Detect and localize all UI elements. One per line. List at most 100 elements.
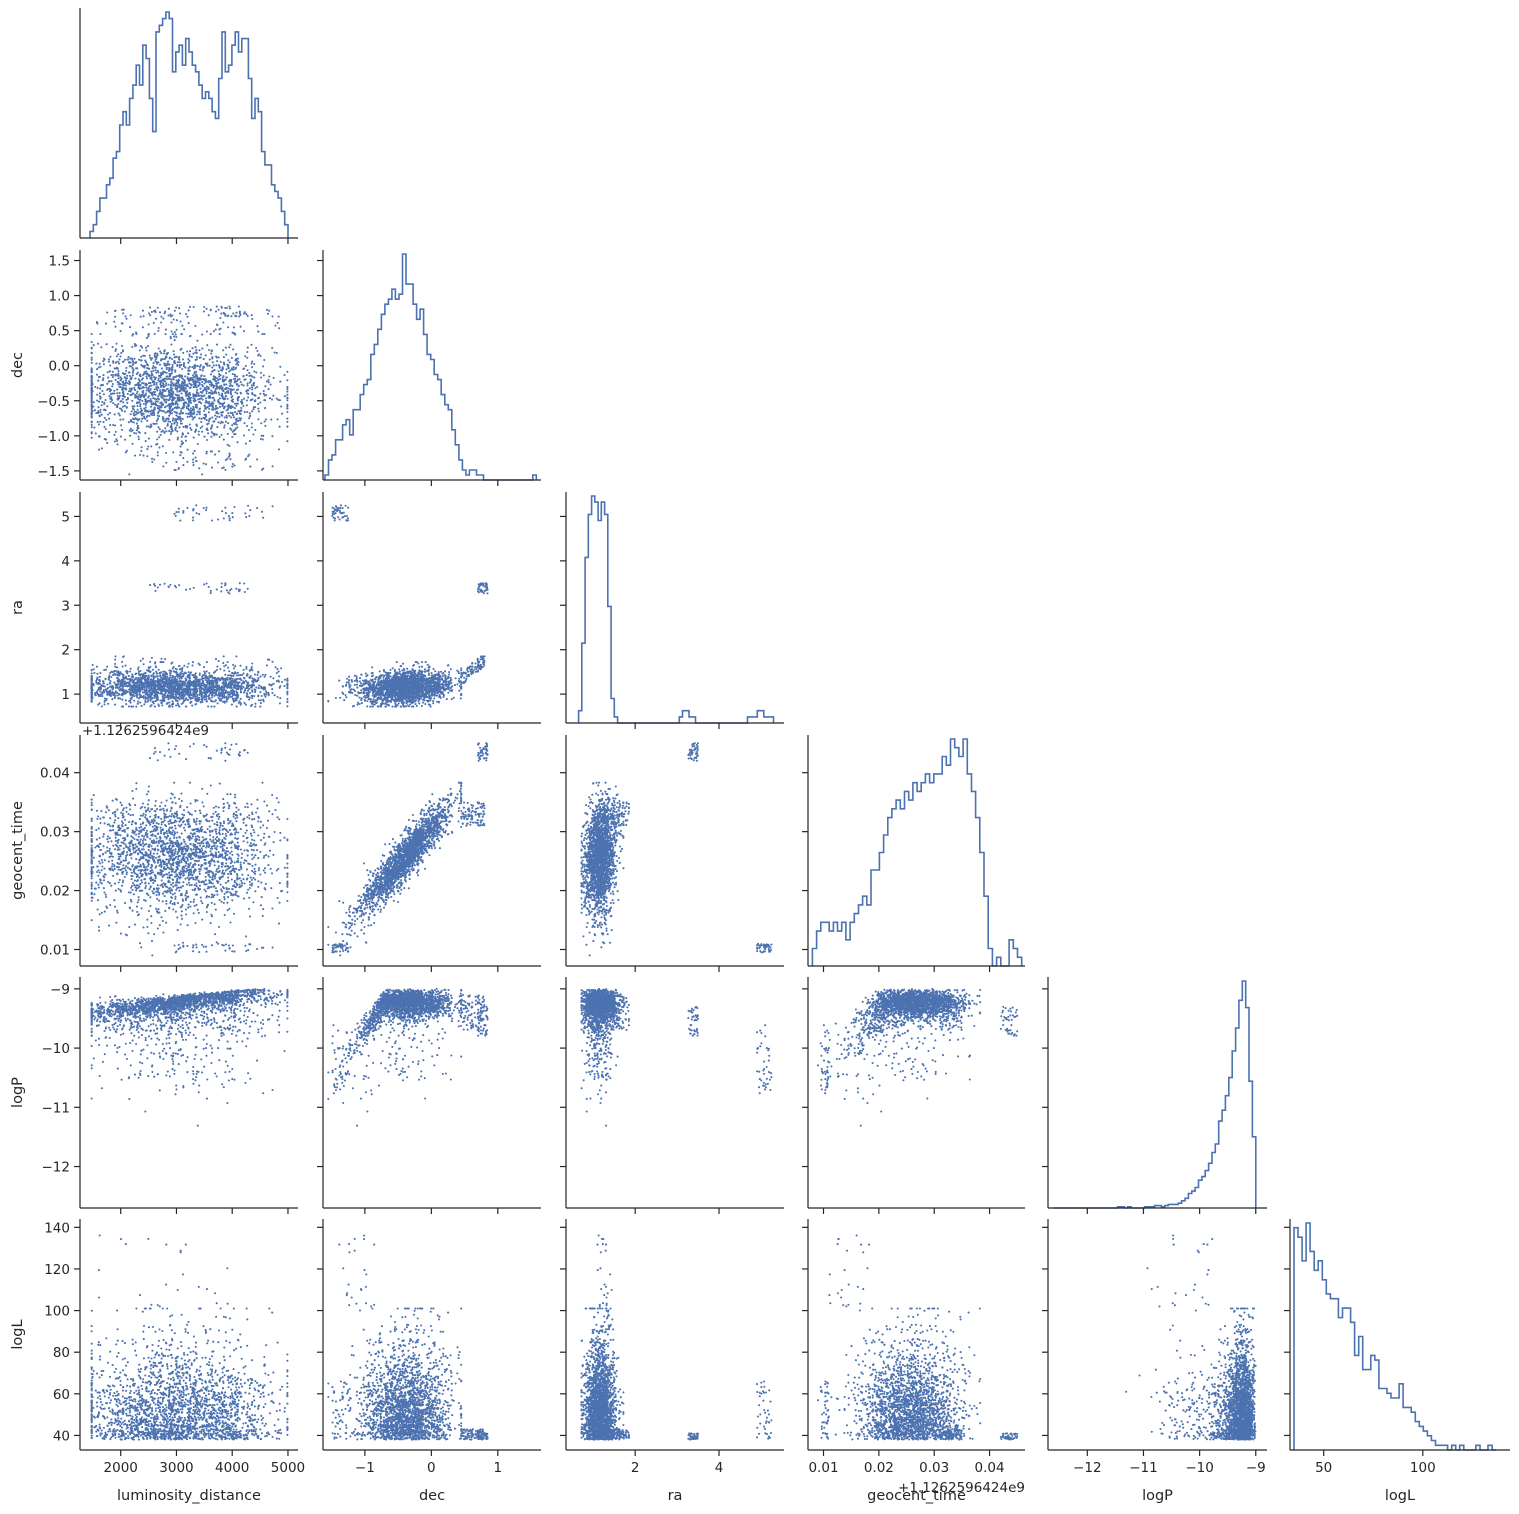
scatter-point <box>217 702 219 704</box>
scatter-point <box>216 360 218 362</box>
scatter-point <box>263 333 265 335</box>
scatter-point <box>156 355 158 357</box>
scatter-point <box>211 519 213 521</box>
scatter-point <box>166 686 168 688</box>
scatter-point <box>133 432 135 434</box>
scatter-point <box>258 687 260 689</box>
scatter-point <box>226 684 228 686</box>
scatter-point <box>192 519 194 521</box>
scatter-point <box>169 392 171 394</box>
scatter-point <box>220 313 222 315</box>
scatter-point <box>114 655 116 657</box>
scatter-point <box>105 669 107 671</box>
scatter-point <box>171 401 173 403</box>
scatter-point <box>108 380 110 382</box>
scatter-point <box>132 370 134 372</box>
scatter-point <box>132 364 134 366</box>
scatter-point <box>140 359 142 361</box>
scatter-point <box>196 512 198 514</box>
scatter-point <box>196 407 198 409</box>
scatter-point <box>182 512 184 514</box>
scatter-point <box>128 383 130 385</box>
scatter-point <box>168 399 170 401</box>
scatter-point <box>176 329 178 331</box>
scatter-point <box>150 384 152 386</box>
scatter-point <box>261 469 263 471</box>
scatter-point <box>175 515 177 517</box>
scatter-point <box>233 465 235 467</box>
scatter-point <box>186 461 188 463</box>
scatter-point <box>192 353 194 355</box>
scatter-point <box>131 688 133 690</box>
scatter-point <box>145 693 147 695</box>
scatter-point <box>131 410 133 412</box>
scatter-point <box>136 423 138 425</box>
scatter-point <box>106 666 108 668</box>
scatter-point <box>204 387 206 389</box>
scatter-point <box>261 695 263 697</box>
scatter-point <box>127 393 129 395</box>
scatter-point <box>245 666 247 668</box>
scatter-point <box>183 364 185 366</box>
scatter-point <box>177 381 179 383</box>
scatter-point <box>162 318 164 320</box>
scatter-point <box>129 371 131 373</box>
scatter-point <box>146 425 148 427</box>
scatter-point <box>231 466 233 468</box>
scatter-point <box>199 379 201 381</box>
scatter-point <box>178 359 180 361</box>
scatter-point <box>147 701 149 703</box>
scatter-point <box>181 412 183 414</box>
scatter-point <box>245 365 247 367</box>
scatter-point <box>228 415 230 417</box>
scatter-point <box>147 678 149 680</box>
scatter-point <box>134 345 136 347</box>
scatter-point <box>91 675 93 677</box>
scatter-point <box>168 430 170 432</box>
scatter-point <box>91 402 93 404</box>
scatter-point <box>258 410 260 412</box>
scatter-point <box>171 366 173 368</box>
scatter-point <box>254 703 256 705</box>
scatter-point <box>228 380 230 382</box>
scatter-point <box>248 375 250 377</box>
scatter-point <box>235 367 237 369</box>
scatter-point <box>119 689 121 691</box>
scatter-point <box>103 685 105 687</box>
scatter-point <box>218 392 220 394</box>
scatter-point <box>116 389 118 391</box>
scatter-point <box>223 655 225 657</box>
scatter-point <box>109 390 111 392</box>
scatter-point <box>203 310 205 312</box>
scatter-point <box>273 377 275 379</box>
scatter-point <box>156 684 158 686</box>
scatter-point <box>154 661 156 663</box>
scatter-point <box>140 695 142 697</box>
scatter-point <box>96 399 98 401</box>
scatter-point <box>257 354 259 356</box>
scatter-point <box>279 426 281 428</box>
scatter-point <box>286 687 288 689</box>
scatter-point <box>218 450 220 452</box>
scatter-point <box>201 473 203 475</box>
scatter-point <box>217 461 219 463</box>
scatter-point <box>241 674 243 676</box>
scatter-point <box>152 370 154 372</box>
scatter-point <box>166 368 168 370</box>
scatter-point <box>178 426 180 428</box>
scatter-point <box>223 427 225 429</box>
scatter-point <box>209 395 211 397</box>
scatter-point <box>164 427 166 429</box>
scatter-point <box>164 378 166 380</box>
scatter-point <box>165 329 167 331</box>
scatter-point <box>160 658 162 660</box>
scatter-point <box>234 403 236 405</box>
scatter-point <box>243 422 245 424</box>
scatter-point <box>263 359 265 361</box>
scatter-point <box>156 431 158 433</box>
scatter-point <box>146 686 148 688</box>
scatter-point <box>114 663 116 665</box>
scatter-point <box>190 402 192 404</box>
scatter-point <box>111 691 113 693</box>
scatter-point <box>91 389 93 391</box>
